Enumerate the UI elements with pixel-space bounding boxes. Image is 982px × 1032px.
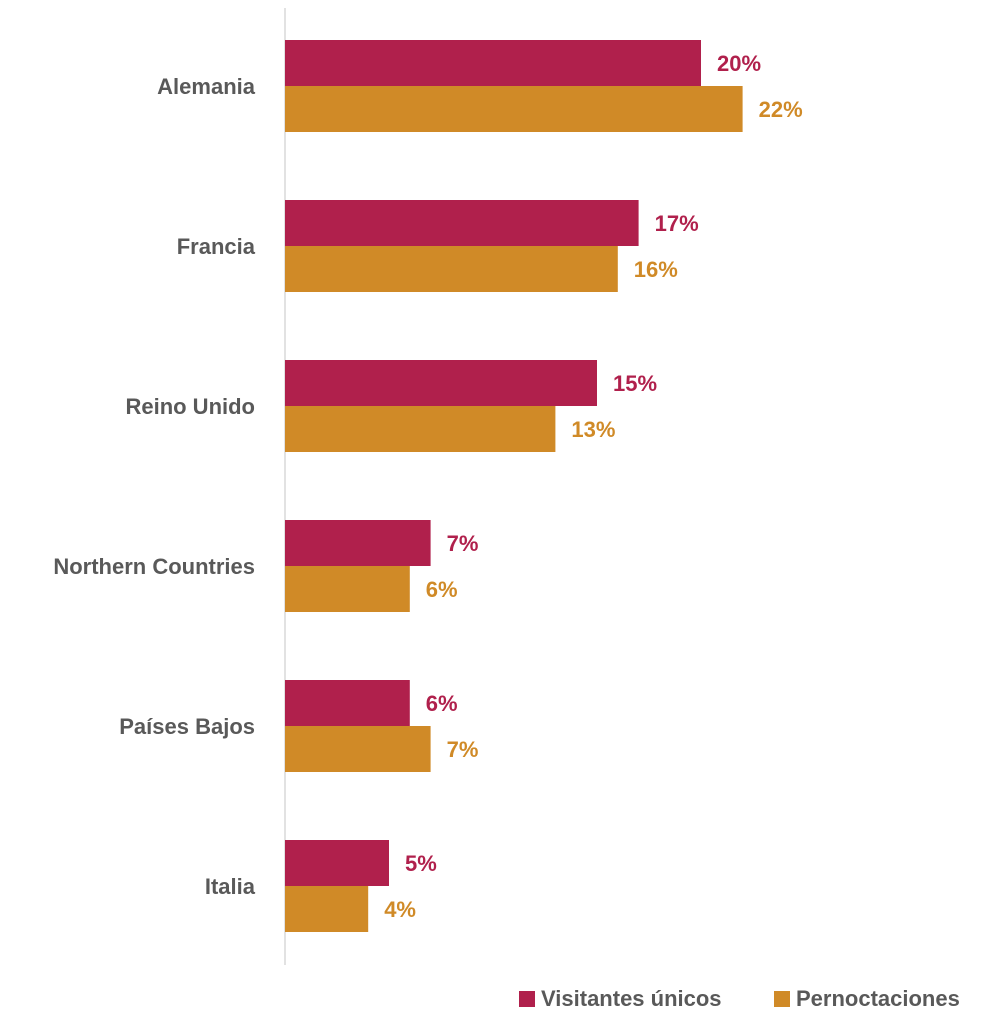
bar-pernoctaciones xyxy=(285,726,431,772)
data-label: 4% xyxy=(384,897,416,922)
bars xyxy=(285,40,743,932)
bar-pernoctaciones xyxy=(285,406,556,452)
category-label: Francia xyxy=(177,234,256,259)
data-label: 16% xyxy=(634,257,678,282)
bar-pernoctaciones xyxy=(285,246,618,292)
category-label: Italia xyxy=(205,874,256,899)
bar-visitantes xyxy=(285,520,431,566)
category-label: Northern Countries xyxy=(53,554,255,579)
category-label: Reino Unido xyxy=(125,394,255,419)
legend-label: Visitantes únicos xyxy=(541,986,722,1011)
legend-swatch xyxy=(519,991,535,1007)
bar-pernoctaciones xyxy=(285,86,743,132)
data-labels: 20% 22% 17% 16% 15% 13% 7% 6% 6% 7% 5% 4% xyxy=(384,51,802,922)
category-label: Países Bajos xyxy=(119,714,255,739)
bar-visitantes xyxy=(285,40,701,86)
bar-visitantes xyxy=(285,840,389,886)
legend-label: Pernoctaciones xyxy=(796,986,960,1011)
data-label: 20% xyxy=(717,51,761,76)
data-label: 6% xyxy=(426,577,458,602)
data-label: 13% xyxy=(571,417,615,442)
data-label: 6% xyxy=(426,691,458,716)
data-label: 17% xyxy=(655,211,699,236)
legend-swatch xyxy=(774,991,790,1007)
legend: Visitantes únicos Pernoctaciones xyxy=(519,986,960,1011)
data-label: 5% xyxy=(405,851,437,876)
data-label: 7% xyxy=(447,531,479,556)
category-label: Alemania xyxy=(157,74,256,99)
data-label: 22% xyxy=(759,97,803,122)
data-label: 7% xyxy=(447,737,479,762)
bar-visitantes xyxy=(285,200,639,246)
bar-visitantes xyxy=(285,360,597,406)
data-label: 15% xyxy=(613,371,657,396)
bar-pernoctaciones xyxy=(285,566,410,612)
category-labels: Alemania Francia Reino Unido Northern Count… xyxy=(53,74,255,899)
bar-visitantes xyxy=(285,680,410,726)
bar-pernoctaciones xyxy=(285,886,369,932)
